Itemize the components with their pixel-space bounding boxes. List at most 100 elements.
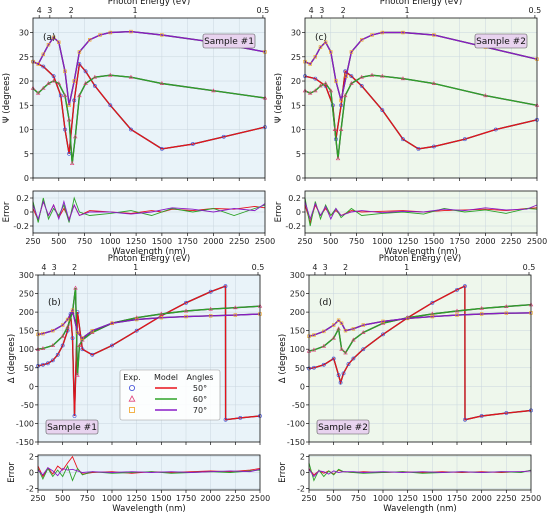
data-point — [336, 318, 341, 322]
data-point — [92, 74, 98, 79]
error-line — [37, 467, 261, 477]
top-tick-label: 4 — [41, 263, 46, 272]
y-tick-label: -100 — [287, 419, 305, 428]
data-point — [110, 343, 114, 348]
x-tick-label: 1750 — [177, 237, 197, 246]
x-tick-label: 2250 — [496, 494, 516, 503]
sample-tag: Sample #1 — [47, 423, 97, 433]
data-point — [58, 93, 63, 98]
top-tick-label: 3 — [47, 6, 52, 15]
data-point — [479, 305, 484, 310]
data-point — [129, 29, 133, 34]
data-point — [35, 90, 41, 95]
data-point — [463, 417, 467, 422]
data-point — [432, 33, 436, 37]
panel-a: 0 5 10 15 20 25 30 4 3 2 1 0.5 Photon Energy (eV) Ψ (… — [2, 0, 275, 257]
panel-label: (a) — [43, 33, 56, 43]
plot-frame — [32, 17, 266, 179]
y-tick-label: -50 — [292, 401, 305, 410]
data-point — [83, 81, 88, 85]
x-tick-label: 500 — [51, 237, 66, 246]
data-point — [55, 352, 60, 357]
model-line — [32, 61, 266, 154]
data-point — [72, 79, 76, 83]
x-tick-label: 1000 — [372, 237, 392, 246]
top-tick-label: 2 — [341, 6, 346, 15]
data-point — [462, 284, 467, 289]
y-tick-label: 0.2 — [16, 194, 29, 203]
data-point — [36, 62, 40, 66]
y-tick-label: -0.2 — [285, 222, 301, 231]
series-50-deg — [307, 284, 533, 422]
data-point — [342, 93, 348, 98]
data-point — [184, 300, 188, 305]
y-tick-label: 10 — [19, 126, 29, 135]
data-point — [67, 151, 71, 156]
x-tick-label: 1750 — [449, 237, 469, 246]
model-line — [32, 74, 266, 164]
y-tick-label: 15 — [19, 101, 29, 110]
x-tick-label: 750 — [349, 237, 364, 246]
data-point — [65, 317, 70, 322]
top-tick-label: 0.5 — [523, 263, 536, 272]
data-point — [339, 98, 343, 103]
data-point — [75, 372, 80, 377]
data-point — [184, 314, 188, 319]
panel-label: (b) — [48, 298, 61, 308]
error-y-label: Error — [2, 201, 12, 222]
data-point — [311, 347, 317, 352]
x-tick-label: 2500 — [250, 494, 270, 503]
data-point — [359, 83, 364, 88]
top-tick-label: 1 — [405, 6, 410, 15]
data-point — [70, 336, 75, 340]
model-line — [308, 312, 532, 337]
data-point — [183, 308, 189, 313]
data-point — [381, 332, 385, 337]
y-tick-label: -2 — [297, 484, 305, 493]
model-line — [32, 30, 266, 106]
data-point — [41, 331, 45, 336]
data-point — [339, 103, 343, 108]
x-tick-label: 1750 — [447, 494, 467, 503]
data-point — [322, 329, 326, 334]
data-point — [332, 127, 338, 132]
data-point — [483, 93, 488, 98]
x-tick-label: 1000 — [102, 494, 122, 503]
data-point — [361, 330, 366, 335]
sample-tag: Sample #2 — [318, 423, 368, 433]
data-point — [50, 358, 55, 363]
y-tick-label: 200 — [290, 308, 305, 317]
data-point — [46, 81, 51, 85]
y-tick-label: 10 — [291, 126, 301, 135]
x-tick-label: 1250 — [126, 237, 146, 246]
data-point — [90, 328, 94, 333]
x-tick-label: 1500 — [151, 494, 171, 503]
y-tick-label: 5 — [296, 150, 301, 159]
y-tick-label: 0 — [29, 469, 34, 478]
data-point — [431, 81, 437, 85]
x-tick-label: 2500 — [255, 237, 275, 246]
data-point — [318, 45, 323, 49]
data-point — [41, 64, 46, 69]
error-subplot: -0.2 0 0.2 250 500 750 1000 1250 1500 1750 2000 225… — [274, 190, 547, 257]
sample-tag-box — [202, 33, 256, 49]
legend-angle: 50° — [193, 384, 207, 393]
x-tick-label: 500 — [326, 494, 341, 503]
data-point — [134, 317, 139, 322]
x-tick-label: 2500 — [527, 237, 547, 246]
data-point — [80, 336, 85, 340]
data-point — [75, 330, 80, 335]
top-axis-label: Photon Energy (eV) — [108, 254, 190, 264]
data-point — [401, 30, 405, 35]
top-tick-label: 2 — [343, 263, 348, 272]
data-point — [233, 313, 238, 317]
data-point — [159, 147, 164, 151]
x-axis-label: Wavelength (nm) — [112, 504, 185, 514]
data-point — [349, 74, 354, 79]
data-point — [67, 103, 71, 107]
y-tick-label: 300 — [19, 271, 34, 280]
data-point — [462, 137, 467, 142]
y-tick-label: 25 — [291, 53, 301, 62]
data-point — [336, 373, 341, 378]
